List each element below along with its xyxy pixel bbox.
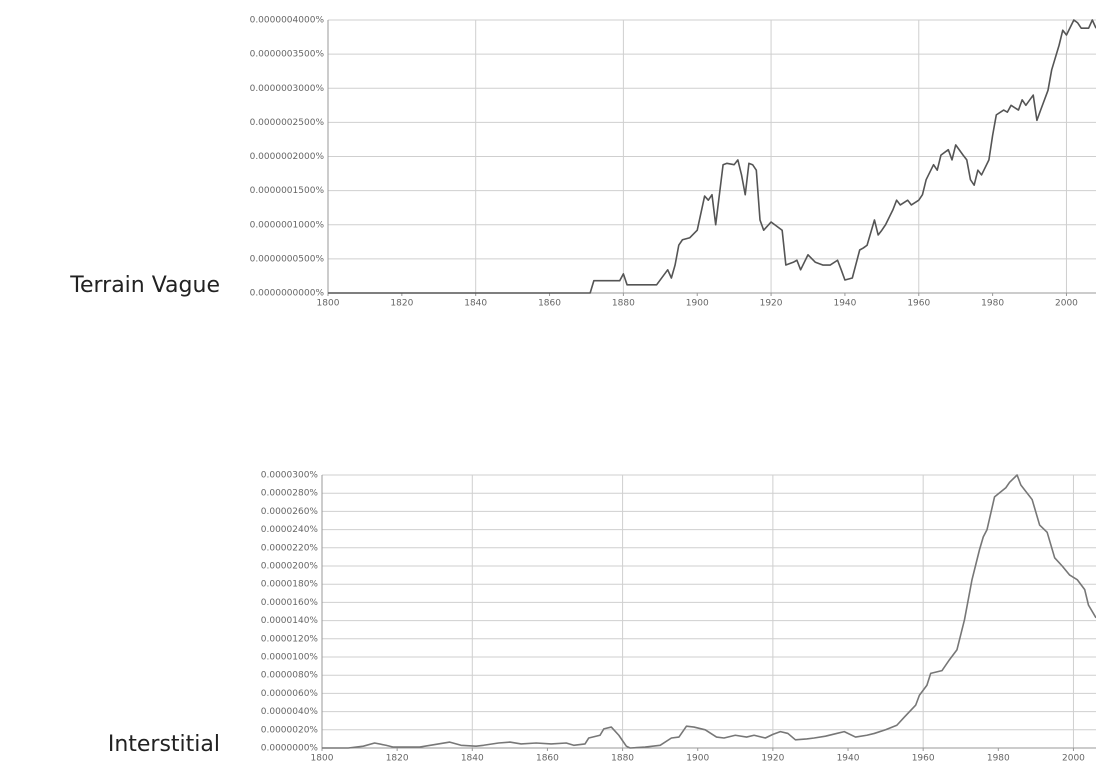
y-tick-label: 0.0000000500% [250, 254, 325, 264]
x-tick-label: 1820 [386, 754, 409, 764]
x-tick-label: 1880 [612, 299, 635, 309]
series-label: Interstitial [108, 732, 220, 757]
x-tick-label: 1960 [907, 299, 930, 309]
y-tick-label: 0.0000300% [261, 471, 319, 481]
x-tick-label: 1840 [464, 299, 487, 309]
x-tick-label: 1860 [536, 754, 559, 764]
y-tick-label: 0.0000080% [261, 671, 319, 681]
y-tick-label: 0.0000280% [261, 489, 319, 499]
y-tick-label: 0.0000060% [261, 689, 319, 699]
x-tick-label: 1840 [461, 754, 484, 764]
x-tick-label: 1960 [912, 754, 935, 764]
y-tick-label: 0.0000004000% [250, 16, 325, 26]
y-tick-label: 0.0000200% [261, 562, 319, 572]
x-tick-label: 1980 [987, 754, 1010, 764]
series-line [328, 19, 1096, 294]
x-tick-label: 1800 [317, 299, 340, 309]
y-tick-label: 0.0000000000% [250, 289, 325, 299]
y-tick-label: 0.0000040% [261, 707, 319, 717]
x-tick-label: 1900 [686, 754, 709, 764]
y-tick-label: 0.0000100% [261, 653, 319, 663]
x-tick-label: 1940 [837, 754, 860, 764]
y-tick-label: 0.0000001000% [250, 220, 325, 230]
x-tick-label: 1940 [833, 299, 856, 309]
y-tick-label: 0.0000140% [261, 616, 319, 626]
y-tick-label: 0.0000002000% [250, 152, 325, 162]
y-tick-label: 0.0000220% [261, 543, 319, 553]
x-tick-label: 1860 [538, 299, 561, 309]
x-tick-label: 2000 [1055, 299, 1078, 309]
y-tick-label: 0.0000120% [261, 634, 319, 644]
x-tick-label: 1800 [311, 754, 334, 764]
y-tick-label: 0.0000002500% [250, 118, 325, 128]
y-tick-label: 0.0000000% [261, 744, 319, 754]
y-tick-label: 0.0000020% [261, 725, 319, 735]
y-tick-label: 0.0000240% [261, 525, 319, 535]
y-tick-label: 0.0000160% [261, 598, 319, 608]
y-tick-label: 0.0000180% [261, 580, 319, 590]
x-tick-label: 2000 [1062, 754, 1085, 764]
series-line [322, 474, 1096, 749]
y-tick-label: 0.0000260% [261, 507, 319, 517]
x-tick-label: 1820 [390, 299, 413, 309]
x-tick-label: 1920 [760, 299, 783, 309]
y-tick-label: 0.0000001500% [250, 186, 325, 196]
y-tick-label: 0.0000003500% [250, 50, 325, 60]
x-tick-label: 1880 [611, 754, 634, 764]
y-tick-label: 0.0000003000% [250, 84, 325, 94]
x-tick-label: 1980 [981, 299, 1004, 309]
series-label: Terrain Vague [69, 273, 220, 298]
x-tick-label: 1920 [761, 754, 784, 764]
x-tick-label: 1900 [686, 299, 709, 309]
